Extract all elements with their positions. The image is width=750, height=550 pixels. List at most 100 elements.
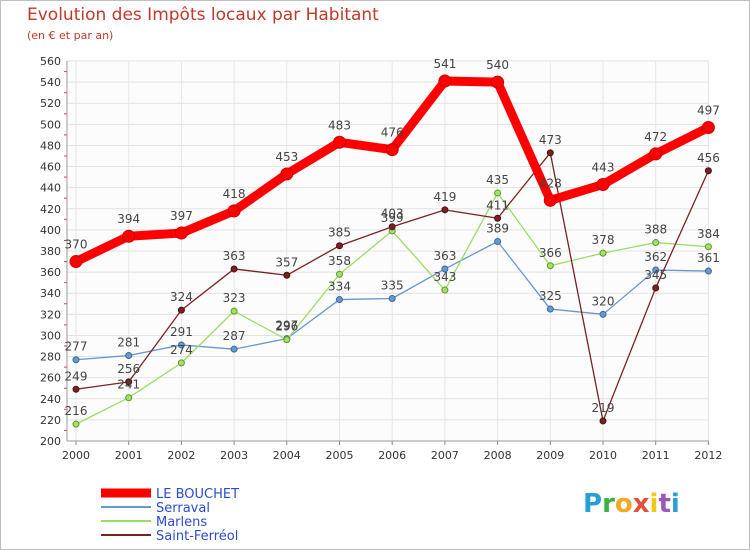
x-tick-label: 2008 — [484, 449, 512, 462]
x-tick-label: 2004 — [273, 449, 301, 462]
data-point — [72, 385, 80, 393]
y-tick-label: 320 — [40, 308, 61, 321]
y-tick-label: 300 — [40, 329, 61, 342]
data-point — [177, 359, 185, 367]
x-tick-label: 2011 — [642, 449, 670, 462]
data-point — [125, 352, 133, 359]
series-0 — [69, 74, 715, 269]
data-label: 399 — [381, 211, 404, 225]
data-label: 473 — [539, 133, 562, 147]
data-label: 274 — [170, 343, 193, 357]
data-label: 389 — [486, 222, 509, 236]
series-2 — [72, 189, 712, 428]
data-point — [546, 262, 554, 270]
data-point — [546, 305, 554, 313]
data-label: 411 — [486, 198, 509, 212]
series-1 — [72, 238, 712, 364]
legend-label-2: Marlens — [156, 515, 207, 530]
data-point — [125, 378, 133, 386]
data-label: 216 — [65, 404, 88, 418]
data-label: 325 — [539, 289, 562, 303]
data-point — [336, 296, 343, 304]
data-point — [125, 394, 133, 402]
data-point — [441, 206, 449, 214]
data-point — [69, 255, 83, 269]
data-point — [336, 242, 343, 250]
data-point — [649, 147, 663, 161]
data-point — [72, 420, 80, 428]
data-point — [704, 243, 712, 251]
data-label: 358 — [328, 254, 351, 268]
x-tick-label: 2009 — [536, 449, 564, 462]
data-label: 378 — [592, 233, 615, 247]
data-label: 291 — [170, 325, 193, 339]
y-tick-label: 340 — [40, 287, 61, 300]
data-label: 334 — [328, 280, 351, 294]
y-tick-label: 380 — [40, 245, 61, 258]
data-point — [704, 267, 712, 275]
data-point — [543, 193, 557, 207]
data-label: 541 — [433, 57, 456, 71]
logo-letter: r — [602, 489, 615, 519]
data-label: 418 — [223, 187, 246, 201]
data-label: 428 — [539, 176, 562, 190]
data-label: 443 — [592, 161, 615, 175]
data-point — [438, 74, 452, 88]
y-tick-label: 520 — [40, 97, 61, 110]
data-label: 361 — [697, 251, 720, 265]
data-label: 403 — [381, 207, 404, 221]
data-label: 345 — [644, 268, 667, 282]
data-label: 476 — [381, 126, 404, 140]
data-point — [494, 214, 502, 222]
chart-title: Evolution des Impôts locaux par Habitant — [27, 5, 379, 25]
data-label: 388 — [644, 223, 667, 237]
data-label: 363 — [433, 249, 456, 263]
y-tick-label: 480 — [40, 139, 61, 152]
data-label: 277 — [65, 340, 88, 354]
data-label: 363 — [223, 249, 246, 263]
data-point — [72, 356, 80, 364]
data-label: 249 — [65, 369, 88, 383]
y-tick-label: 400 — [40, 224, 61, 237]
data-label: 335 — [381, 279, 404, 293]
y-tick-label: 420 — [40, 203, 61, 216]
x-tick-label: 2012 — [694, 449, 722, 462]
legend-label-1: Serraval — [156, 501, 210, 516]
y-tick-label: 220 — [40, 414, 61, 427]
data-point — [177, 306, 185, 314]
y-tick-label: 240 — [40, 393, 61, 406]
x-tick-label: 2010 — [589, 449, 617, 462]
data-label: 256 — [117, 362, 140, 376]
y-tick-label: 540 — [40, 76, 61, 89]
y-tick-label: 200 — [40, 435, 61, 448]
data-point — [652, 266, 660, 274]
y-tick-label: 460 — [40, 161, 61, 174]
x-tick-label: 2005 — [326, 449, 354, 462]
data-point — [441, 265, 449, 273]
data-point — [494, 238, 502, 245]
data-label: 472 — [644, 130, 667, 144]
y-tick-label: 260 — [40, 372, 61, 385]
data-label: 483 — [328, 118, 351, 132]
data-label: 394 — [117, 212, 140, 226]
data-point — [283, 271, 291, 279]
data-point — [388, 223, 396, 231]
x-tick-label: 2003 — [220, 449, 248, 462]
data-point — [230, 265, 238, 273]
x-tick-label: 2001 — [115, 449, 143, 462]
data-point — [174, 226, 188, 240]
logo-letter: P — [583, 489, 603, 519]
data-point — [385, 143, 399, 157]
y-tick-label: 360 — [40, 266, 61, 279]
data-label: 281 — [117, 336, 140, 350]
logo-letter: i — [649, 489, 659, 519]
chart-subtitle: (en € et par an) — [27, 29, 114, 42]
data-point — [280, 167, 294, 181]
data-label: 219 — [592, 401, 615, 415]
data-label: 357 — [275, 255, 298, 269]
data-point — [230, 345, 238, 353]
data-point — [388, 295, 396, 302]
data-label: 287 — [223, 329, 246, 343]
data-label: 419 — [433, 190, 456, 204]
